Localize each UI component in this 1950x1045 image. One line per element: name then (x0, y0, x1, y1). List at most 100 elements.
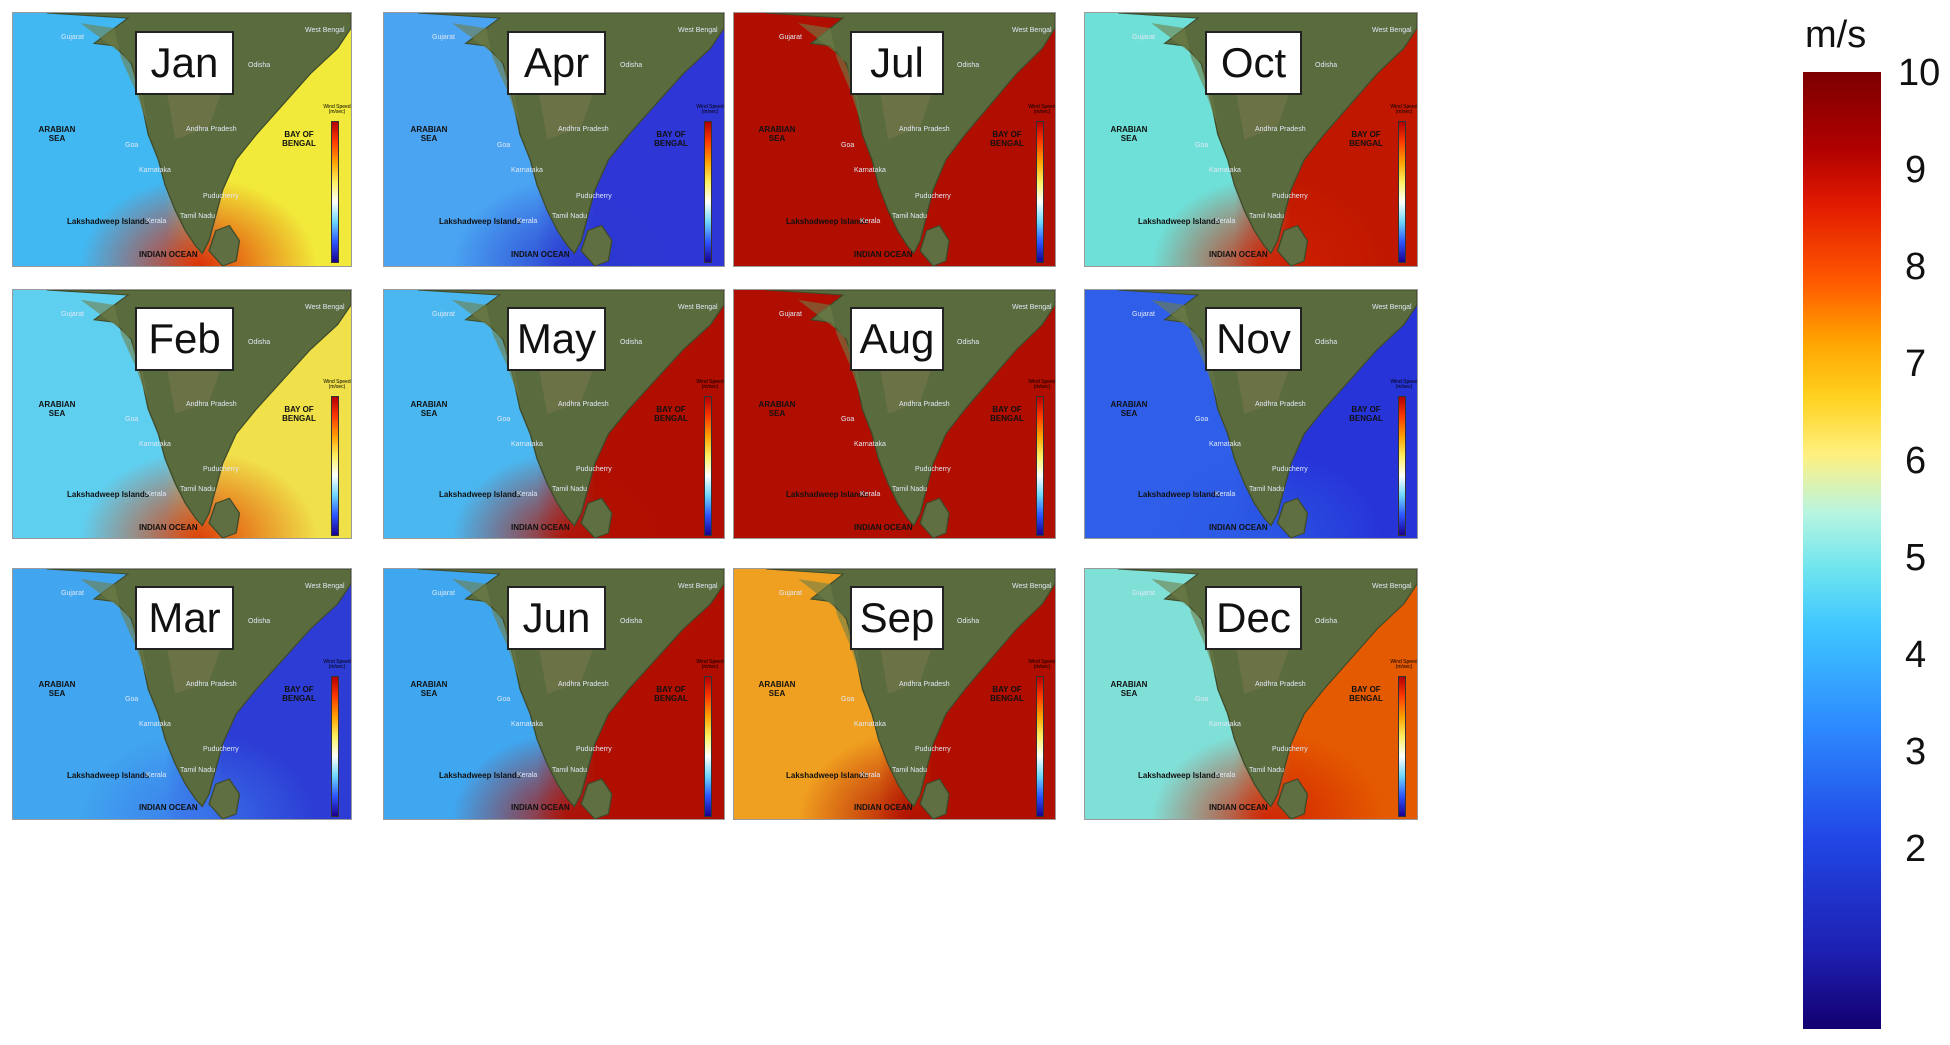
colorbar-tick: 2 (1905, 828, 1927, 870)
bay-of-bengal-label: BAY OF BENGAL (1349, 130, 1383, 148)
kerala-label: Kerala (1215, 772, 1236, 779)
inner-wind-legend: Wind Speed (m/sec) (1028, 660, 1055, 819)
map-panel-aug: Aug ARABIAN SEA BAY OF BENGAL INDIAN OCEAN L… (733, 289, 1056, 539)
puducherry-label: Puducherry (576, 746, 612, 753)
odisha-label: Odisha (1315, 618, 1338, 625)
gujarat-label: Gujarat (1132, 311, 1155, 318)
karnataka-label: Karnataka (854, 721, 886, 728)
tamil-nadu-label: Tamil Nadu (552, 213, 588, 220)
gujarat-label: Gujarat (432, 34, 455, 41)
arabian-sea-label: ARABIAN SEA (1110, 680, 1148, 698)
gujarat-label: Gujarat (779, 590, 802, 597)
inner-wind-legend: Wind Speed (m/sec) (1390, 380, 1417, 538)
karnataka-label: Karnataka (511, 167, 543, 174)
gujarat-label: Gujarat (61, 311, 84, 318)
indian-ocean-label: INDIAN OCEAN (1209, 523, 1268, 532)
indian-ocean-label: INDIAN OCEAN (511, 803, 570, 812)
west-bengal-label: West Bengal (678, 27, 718, 34)
month-label: Jul (850, 31, 944, 95)
indian-ocean-label: INDIAN OCEAN (1209, 803, 1268, 812)
goa-label: Goa (497, 416, 511, 423)
indian-ocean-label: INDIAN OCEAN (511, 523, 570, 532)
puducherry-label: Puducherry (203, 746, 239, 753)
inner-legend-caption: Wind Speed (m/sec) (1028, 379, 1056, 390)
andhra-pradesh-label: Andhra Pradesh (558, 681, 609, 688)
karnataka-label: Karnataka (139, 167, 171, 174)
west-bengal-label: West Bengal (678, 304, 718, 311)
indian-ocean-label: INDIAN OCEAN (854, 250, 913, 259)
odisha-label: Odisha (620, 618, 643, 625)
colorbar-tick: 6 (1905, 440, 1927, 482)
arabian-sea-label: ARABIAN SEA (1110, 125, 1148, 143)
inner-legend-caption: Wind Speed (m/sec) (323, 659, 351, 670)
bay-of-bengal-label: BAY OF BENGAL (654, 130, 688, 148)
map-panel-nov: Nov ARABIAN SEA BAY OF BENGAL INDIAN OCEAN L… (1084, 289, 1418, 539)
arabian-sea-label: ARABIAN SEA (410, 680, 448, 698)
map-panel-oct: Oct ARABIAN SEA BAY OF BENGAL INDIAN OCEAN L… (1084, 12, 1418, 267)
inner-legend-bar (704, 121, 712, 263)
colorbar-tick: 8 (1905, 246, 1927, 288)
inner-legend-bar (331, 121, 339, 263)
gujarat-label: Gujarat (779, 34, 802, 41)
inner-legend-bar (331, 396, 339, 536)
inner-legend-caption: Wind Speed (m/sec) (1028, 659, 1056, 670)
lakshadweep-label: Lakshadweep Islands (67, 771, 150, 780)
goa-label: Goa (1195, 416, 1209, 423)
month-label: Mar (135, 586, 234, 650)
month-label: Jun (507, 586, 606, 650)
inner-wind-legend: Wind Speed (m/sec) (696, 660, 724, 819)
bay-of-bengal-label: BAY OF BENGAL (990, 130, 1024, 148)
inner-legend-caption: Wind Speed (m/sec) (696, 379, 724, 390)
inner-legend-bar (1398, 396, 1406, 536)
bay-of-bengal-label: BAY OF BENGAL (282, 130, 316, 148)
puducherry-label: Puducherry (915, 746, 951, 753)
inner-legend-caption: Wind Speed (m/sec) (1390, 659, 1418, 670)
inner-legend-caption: Wind Speed (m/sec) (1390, 104, 1418, 115)
goa-label: Goa (497, 142, 511, 149)
odisha-label: Odisha (620, 339, 643, 346)
goa-label: Goa (841, 416, 855, 423)
inner-legend-bar (1036, 121, 1044, 263)
andhra-pradesh-label: Andhra Pradesh (186, 126, 237, 133)
odisha-label: Odisha (248, 339, 271, 346)
inner-wind-legend: Wind Speed (m/sec) (1390, 660, 1417, 819)
odisha-label: Odisha (1315, 339, 1338, 346)
west-bengal-label: West Bengal (305, 583, 345, 590)
odisha-label: Odisha (620, 62, 643, 69)
kerala-label: Kerala (517, 218, 538, 225)
gujarat-label: Gujarat (1132, 34, 1155, 41)
inner-legend-caption: Wind Speed (m/sec) (696, 104, 724, 115)
odisha-label: Odisha (957, 339, 980, 346)
karnataka-label: Karnataka (1209, 167, 1241, 174)
arabian-sea-label: ARABIAN SEA (1110, 400, 1148, 418)
gujarat-label: Gujarat (61, 590, 84, 597)
lakshadweep-label: Lakshadweep Islands (1138, 217, 1221, 226)
puducherry-label: Puducherry (915, 193, 951, 200)
inner-wind-legend: Wind Speed (m/sec) (323, 105, 351, 266)
inner-wind-legend: Wind Speed (m/sec) (696, 105, 724, 266)
bay-of-bengal-label: BAY OF BENGAL (654, 405, 688, 423)
puducherry-label: Puducherry (203, 466, 239, 473)
bay-of-bengal-label: BAY OF BENGAL (990, 405, 1024, 423)
tamil-nadu-label: Tamil Nadu (1249, 213, 1285, 220)
gujarat-label: Gujarat (432, 590, 455, 597)
colorbar-tick: 3 (1905, 731, 1927, 773)
map-panel-sep: Sep ARABIAN SEA BAY OF BENGAL INDIAN OCEAN L… (733, 568, 1056, 820)
lakshadweep-label: Lakshadweep Islands (1138, 771, 1221, 780)
indian-ocean-label: INDIAN OCEAN (511, 250, 570, 259)
arabian-sea-label: ARABIAN SEA (38, 680, 76, 698)
odisha-label: Odisha (248, 62, 271, 69)
gujarat-label: Gujarat (61, 34, 84, 41)
tamil-nadu-label: Tamil Nadu (1249, 486, 1285, 493)
puducherry-label: Puducherry (1272, 466, 1308, 473)
lakshadweep-label: Lakshadweep Islands (439, 490, 522, 499)
puducherry-label: Puducherry (915, 466, 951, 473)
inner-legend-bar (1036, 396, 1044, 536)
andhra-pradesh-label: Andhra Pradesh (186, 681, 237, 688)
west-bengal-label: West Bengal (1012, 583, 1052, 590)
karnataka-label: Karnataka (139, 721, 171, 728)
inner-legend-bar (1398, 676, 1406, 817)
kerala-label: Kerala (146, 218, 167, 225)
bay-of-bengal-label: BAY OF BENGAL (990, 685, 1024, 703)
inner-wind-legend: Wind Speed (m/sec) (323, 380, 351, 538)
